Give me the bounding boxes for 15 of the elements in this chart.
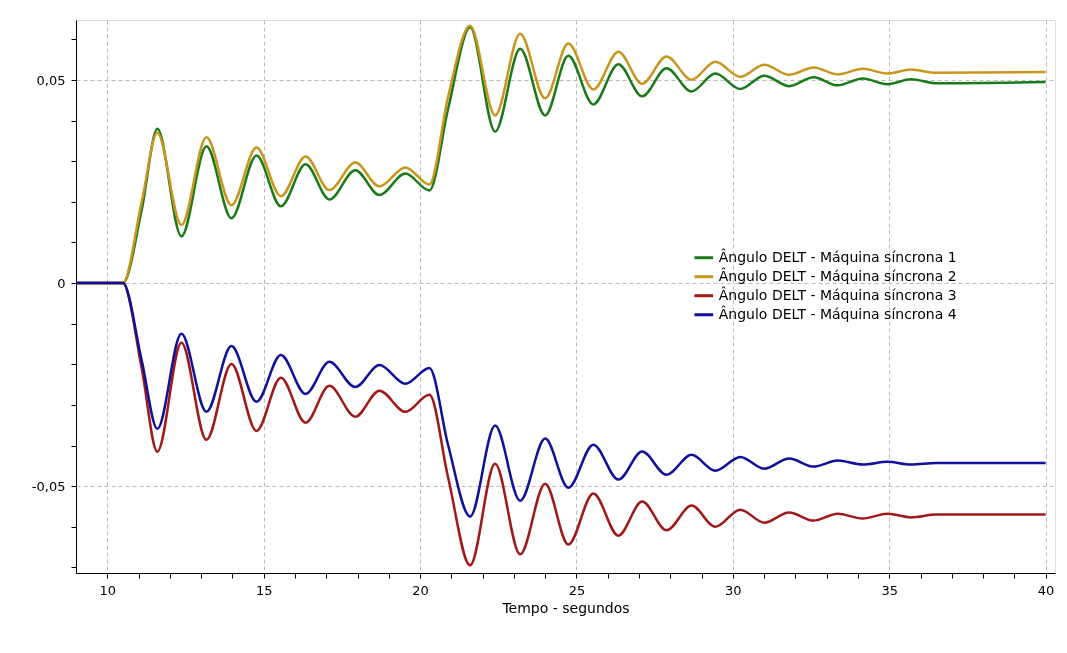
y-tick-label: 0,05 xyxy=(36,72,66,88)
x-tick-label: 40 xyxy=(1037,582,1055,598)
x-tick-label: 25 xyxy=(568,582,586,598)
legend-label: Ângulo DELT - Máquina síncrona 2 xyxy=(718,266,957,284)
x-axis-title: Tempo - segundos xyxy=(501,599,630,616)
y-tick-label: -0,05 xyxy=(31,478,66,494)
x-tick-label: 30 xyxy=(725,582,742,598)
x-tick-label: 15 xyxy=(255,582,273,598)
x-tick-label: 10 xyxy=(99,582,117,598)
x-tick-label: 35 xyxy=(881,582,898,598)
y-tick-label: 0 xyxy=(57,275,66,291)
x-tick-label: 20 xyxy=(412,582,429,598)
legend-label: Ângulo DELT - Máquina síncrona 3 xyxy=(718,285,957,303)
legend-label: Ângulo DELT - Máquina síncrona 4 xyxy=(718,304,957,322)
legend-label: Ângulo DELT - Máquina síncrona 1 xyxy=(718,247,957,265)
